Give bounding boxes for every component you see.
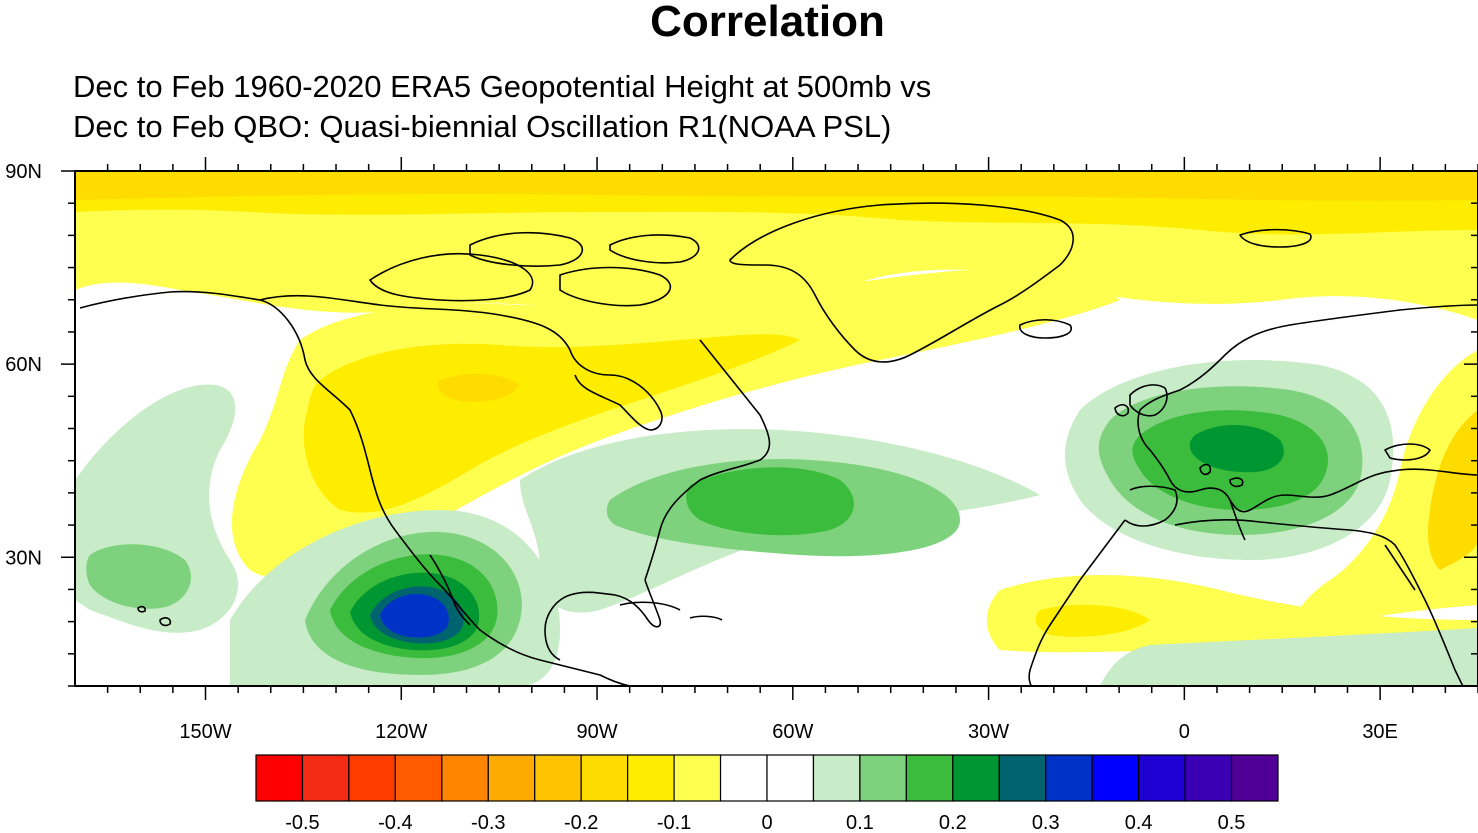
east-positive	[1296, 350, 1478, 630]
colorbar-swatch	[301, 754, 350, 802]
colorbar-swatch	[673, 754, 722, 802]
colorbar-label: -0.4	[378, 812, 412, 833]
lon-tick-label: 90W	[576, 721, 617, 743]
north-america-positive-2	[303, 334, 800, 513]
lon-tick-label: 120W	[375, 721, 427, 743]
colorbar-swatch	[952, 754, 1000, 802]
subtitle-line-1: Dec to Feb 1960-2020 ERA5 Geopotential H…	[73, 69, 932, 104]
lon-tick-label: 30E	[1362, 721, 1398, 743]
colorbar-label: -0.5	[285, 812, 319, 833]
colorbar-label: -0.2	[564, 812, 598, 833]
lon-tick-label: 150W	[179, 721, 231, 743]
lat-tick-label: 30N	[5, 547, 42, 569]
colorbar-label: 0.2	[939, 812, 967, 833]
colorbar-swatch	[766, 754, 815, 802]
lon-tick-label: 30W	[968, 721, 1009, 743]
colorbar-swatch	[441, 754, 489, 802]
colorbar-swatch	[1230, 754, 1279, 802]
north-america-positive-3	[438, 373, 520, 402]
east-positive-2	[1428, 410, 1478, 570]
colorbar-swatch	[1091, 754, 1140, 802]
colorbar-swatch	[719, 754, 768, 802]
lat-tick-label: 60N	[5, 354, 42, 376]
colorbar-label: 0.1	[846, 812, 874, 833]
europe-negative-4	[1189, 424, 1284, 473]
colorbar-label: 0.3	[1032, 812, 1060, 833]
coastlines	[79, 202, 1478, 686]
africa-negative	[1100, 628, 1478, 686]
colorbar: -0.5 -0.4 -0.3 -0.2 -0.1 0 0.1 0.2 0.3 0.4 0.5	[255, 754, 1279, 833]
colorbar-swatch	[1138, 754, 1186, 802]
colorbar-swatch	[998, 754, 1047, 802]
colorbar-swatch	[394, 754, 443, 802]
lat-tick-label: 90N	[5, 161, 42, 183]
colorbar-swatch	[580, 754, 629, 802]
chart-title: Correlation	[650, 0, 885, 46]
lon-tick-label: 0	[1179, 721, 1190, 743]
colorbar-label: -0.3	[471, 812, 505, 833]
colorbar-swatch	[859, 754, 907, 802]
mexico-negative-6	[380, 594, 449, 638]
colorbar-swatch	[627, 754, 675, 802]
correlation-map: 150W 120W 90W 60W 30W 0 30E 90N 60N 30N	[5, 157, 1478, 743]
colorbar-swatch	[1184, 754, 1233, 802]
colorbar-swatch	[905, 754, 954, 802]
colorbar-swatch	[487, 754, 536, 802]
colorbar-swatch	[534, 754, 582, 802]
africa-positive-2	[1035, 604, 1150, 637]
atlantic-negative-3	[686, 467, 854, 536]
map-ticks: 150W 120W 90W 60W 30W 0 30E 90N 60N 30N	[5, 157, 1478, 743]
colorbar-swatch	[812, 754, 861, 802]
colorbar-label: 0.4	[1125, 812, 1153, 833]
colorbar-swatch	[1045, 754, 1093, 802]
colorbar-label: 0.5	[1218, 812, 1246, 833]
arctic-band-core	[75, 171, 1478, 201]
subtitle-line-2: Dec to Feb QBO: Quasi-biennial Oscillati…	[73, 109, 892, 144]
colorbar-swatch	[348, 754, 396, 802]
colorbar-label: -0.1	[657, 812, 691, 833]
pacific-negative-2	[86, 544, 191, 609]
lon-tick-label: 60W	[772, 721, 813, 743]
correlation-field	[75, 171, 1478, 686]
colorbar-swatch	[255, 754, 304, 802]
colorbar-label: 0	[761, 812, 772, 833]
